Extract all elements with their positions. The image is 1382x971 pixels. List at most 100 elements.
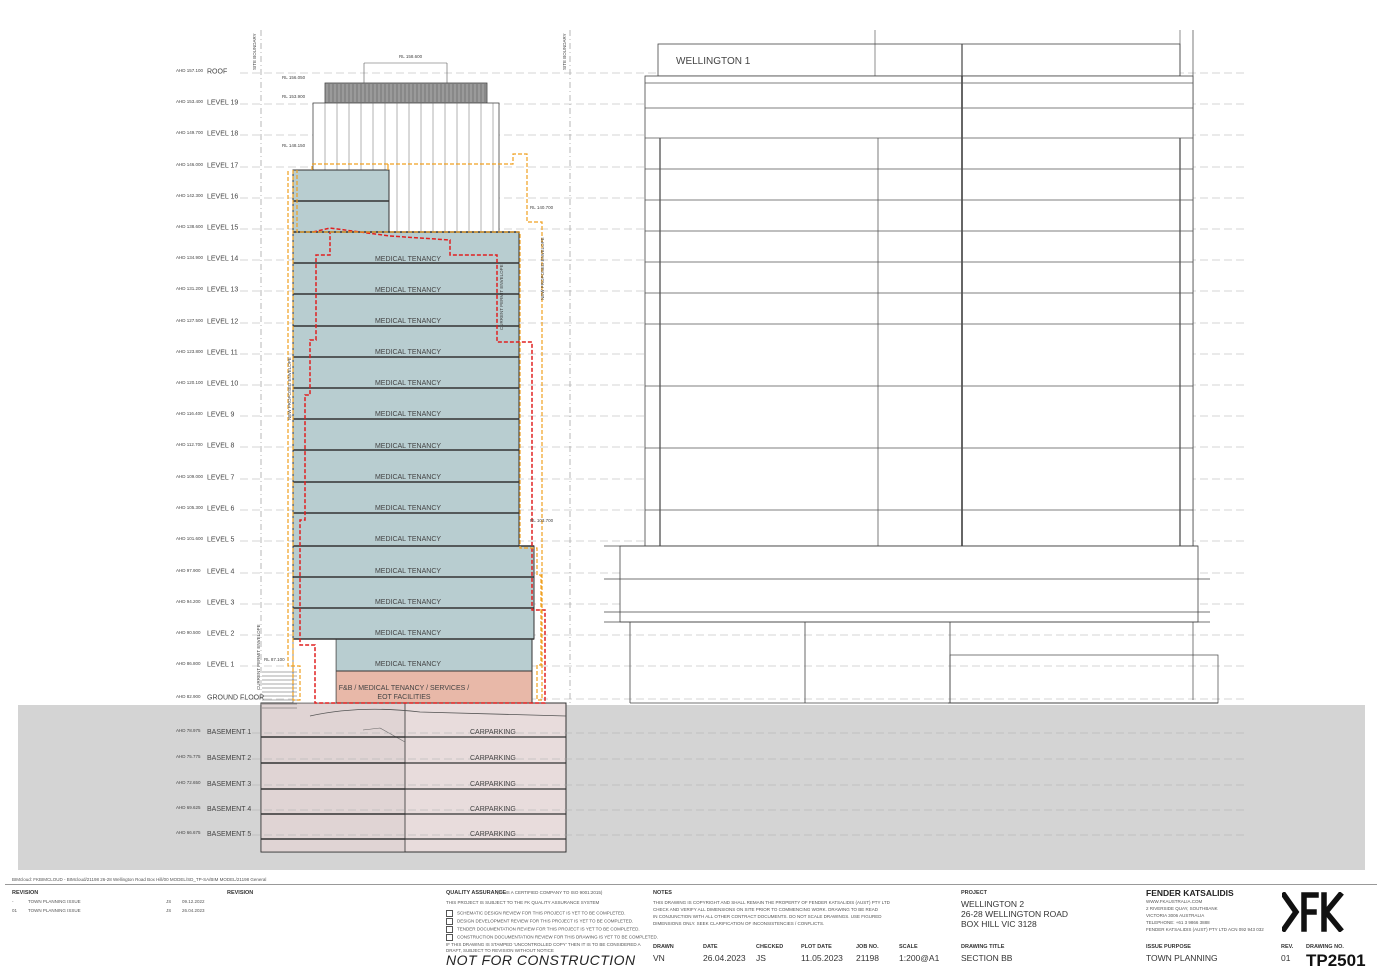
- revision-row-1-rev: 01: [12, 908, 18, 913]
- rl-l17: RL 148.150: [282, 143, 306, 148]
- revision-row-1-date: 26.04.2023: [182, 908, 205, 913]
- level-ahd: AHD 131.200: [176, 286, 204, 291]
- revision-row-1-by: JS: [166, 908, 172, 913]
- level-name: LEVEL 5: [207, 537, 234, 544]
- tenancy-label: MEDICAL TENANCY: [375, 411, 441, 418]
- qa-item-1: DESIGN DEVELOPMENT REVIEW FOR THIS PROJE…: [446, 918, 633, 925]
- revision-row-0-date: 09.12.2022: [182, 899, 205, 904]
- basement-ahd: AHD 72.650: [176, 780, 201, 785]
- drawn-label: DRAWN: [653, 944, 674, 950]
- level-ahd: AHD 101.600: [176, 536, 204, 541]
- level-labels: AHD 157.100 ROOF AHD 153.400 LEVEL 19 AHD 14…: [176, 68, 264, 702]
- level-name: LEVEL 12: [207, 319, 238, 326]
- level-ahd: AHD 134.900: [176, 255, 204, 260]
- basement-ramp-core: [260, 702, 406, 853]
- tenancy-label: MEDICAL TENANCY: [375, 599, 441, 606]
- date-value: 26.04.2023: [703, 953, 746, 963]
- level-ahd: AHD 116.400: [176, 411, 203, 416]
- drawing-no-value: TP2501: [1306, 951, 1366, 970]
- level-name: LEVEL 10: [207, 381, 238, 388]
- note-2: IN CONJUNCTION WITH ALL OTHER CONTRACT D…: [653, 914, 882, 919]
- neighbour-name: WELLINGTON 1: [676, 56, 751, 67]
- drawing-title-label: DRAWING TITLE: [961, 944, 1005, 950]
- level-ahd: AHD 94.200: [176, 599, 201, 604]
- tenancy-label: MEDICAL TENANCY: [375, 380, 441, 387]
- basement-ahd: AHD 78.975: [176, 728, 201, 733]
- plot-date-label: PLOT DATE: [801, 944, 832, 950]
- qa-header: QUALITY ASSURANCE: [446, 890, 507, 896]
- stair: [262, 671, 297, 709]
- basement-use: CARPARKING: [470, 806, 516, 813]
- rl-top: RL 158.600: [399, 54, 423, 59]
- company-line-4: FENDER KATSALIDIS (AUST) PTY LTD ACN 092…: [1146, 927, 1264, 932]
- tenancy-labels: MEDICAL TENANCY MEDICAL TENANCY MEDICAL TE…: [375, 256, 441, 668]
- titleblock-divider: [5, 884, 1377, 885]
- level-ahd: AHD 86.800: [176, 661, 201, 666]
- basement-use: CARPARKING: [470, 831, 516, 838]
- qa-item-0: SCHEMATIC DESIGN REVIEW FOR THIS PROJECT…: [446, 910, 625, 917]
- company-name: FENDER KATSALIDIS: [1146, 888, 1234, 898]
- level-ahd: AHD 153.400: [176, 99, 204, 104]
- drawn-value: VN: [653, 953, 665, 963]
- revision-row-0-rev: -: [12, 899, 14, 904]
- proposed-envelope: [296, 153, 543, 701]
- site-boundary-label-east: SITE BOUNDARY: [562, 33, 567, 70]
- rl-l19: RL 153.900: [282, 94, 306, 99]
- basement-use: CARPARKING: [470, 729, 516, 736]
- tenancy-label: MEDICAL TENANCY: [375, 256, 441, 263]
- basement-name: BASEMENT 2: [207, 755, 251, 762]
- scale-value: 1:200@A1: [899, 953, 940, 963]
- company-line-0: WWW.FKAUSTRALIA.COM: [1146, 899, 1203, 904]
- tenancy-label: MEDICAL TENANCY: [375, 349, 441, 356]
- project-line-3: BOX HILL VIC 3128: [961, 919, 1037, 929]
- site-boundary-label-west: SITE BOUNDARY: [252, 33, 257, 70]
- tenancy-label: MEDICAL TENANCY: [375, 505, 441, 512]
- section-drawing: SITE BOUNDARY SITE BOUNDARY CURRENT PERM…: [18, 30, 1365, 870]
- basement-name: BASEMENT 3: [207, 781, 251, 788]
- envelope-label-1: CURRENT PERMIT ENVELOPE: [256, 624, 261, 690]
- tenancy-label: MEDICAL TENANCY: [375, 536, 441, 543]
- basement-ahd: AHD 69.625: [176, 805, 201, 810]
- level-name: ROOF: [207, 69, 227, 76]
- project-line-2: 26-28 WELLINGTON ROAD: [961, 909, 1069, 919]
- envelope-label-3: NEW PROPOSED ENVELOPE: [287, 357, 292, 420]
- notes-header: NOTES: [653, 890, 672, 896]
- checked-value: JS: [756, 953, 766, 963]
- level-ahd: AHD 120.100: [176, 380, 204, 385]
- issue-purpose-label: ISSUE PURPOSE: [1146, 944, 1191, 950]
- revision-header: REVISION: [12, 890, 39, 896]
- basement-labels: AHD 78.975 BASEMENT 1 CARPARKING AHD 75.775…: [176, 728, 516, 838]
- ground-label-1: F&B / MEDICAL TENANCY / SERVICES /: [339, 685, 469, 692]
- level-ahd: AHD 142.300: [176, 193, 204, 198]
- revision-row-1-desc: TOWN PLANNING ISSUE: [28, 908, 81, 913]
- project-line-1: WELLINGTON 2: [961, 899, 1025, 909]
- issue-purpose-value: TOWN PLANNING: [1146, 953, 1218, 963]
- revision-header-2: REVISION: [227, 890, 254, 896]
- basement-slabs: [240, 732, 1245, 840]
- job-no-label: JOB NO.: [856, 944, 879, 950]
- rev-label: REV.: [1281, 944, 1294, 950]
- level-ahd: AHD 105.300: [176, 505, 204, 510]
- level-name: LEVEL 9: [207, 412, 234, 419]
- rl-east: RL 140.700: [530, 205, 554, 210]
- level-ahd: AHD 109.000: [176, 474, 204, 479]
- level-name: LEVEL 13: [207, 287, 238, 294]
- tenancy-label: MEDICAL TENANCY: [375, 287, 441, 294]
- company-line-1: 2 RIVERSIDE QUAY, SOUTHBANK: [1146, 906, 1218, 911]
- level-name: LEVEL 16: [207, 194, 238, 201]
- qa-item-2: TENDER DOCUMENTATION REVIEW FOR THIS PRO…: [446, 926, 640, 933]
- level-name: LEVEL 7: [207, 475, 234, 482]
- tower-lower: [292, 545, 535, 640]
- level-name: LEVEL 3: [207, 600, 234, 607]
- level-ahd: AHD 138.600: [176, 224, 204, 229]
- not-for-construction: NOT FOR CONSTRUCTION: [446, 952, 636, 968]
- checked-label: CHECKED: [756, 944, 784, 950]
- project-label: PROJECT: [961, 890, 987, 896]
- rl-l1: RL 87.100: [264, 657, 285, 662]
- drawing-title-value: SECTION BB: [961, 953, 1013, 963]
- company-line-2: VICTORIA 3006 AUSTRALIA: [1146, 913, 1205, 918]
- level-name: LEVEL 18: [207, 131, 238, 138]
- basement-name: BASEMENT 1: [207, 729, 251, 736]
- basement-use: CARPARKING: [470, 781, 516, 788]
- basement-name: BASEMENT 4: [207, 806, 251, 813]
